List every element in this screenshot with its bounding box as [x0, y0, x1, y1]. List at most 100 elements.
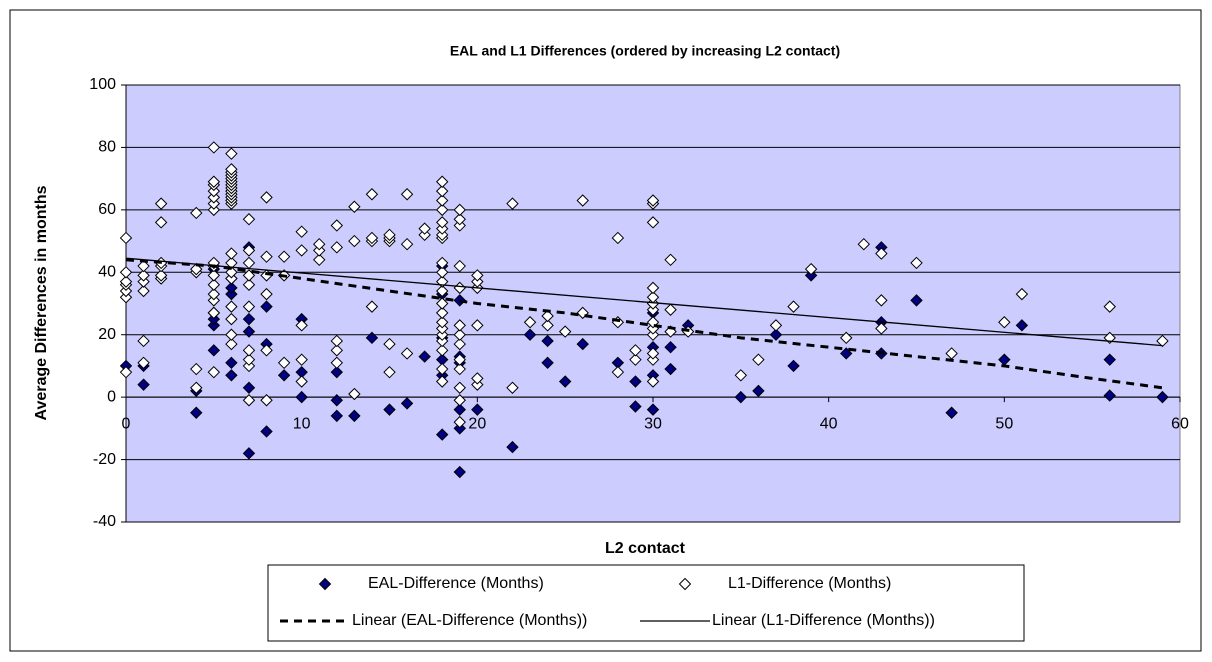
point — [611, 365, 625, 379]
point — [945, 406, 958, 419]
point — [1103, 353, 1116, 366]
point — [313, 244, 326, 257]
chart-title: EAL and L1 Differences (ordered by incre… — [450, 43, 840, 59]
point — [576, 194, 589, 207]
point — [154, 216, 168, 229]
y-tick-label: 100 — [89, 76, 116, 93]
point — [875, 322, 888, 335]
point — [365, 300, 379, 313]
point — [910, 294, 923, 307]
point — [295, 319, 308, 332]
point — [225, 337, 238, 351]
point — [646, 328, 660, 341]
y-tick-label: -20 — [93, 451, 116, 468]
point — [277, 356, 291, 370]
point — [295, 225, 308, 238]
point — [435, 316, 449, 329]
point — [119, 275, 133, 288]
point — [295, 353, 308, 366]
point — [190, 262, 203, 276]
point — [207, 175, 221, 188]
point — [207, 197, 221, 210]
point — [154, 197, 168, 210]
point — [910, 256, 923, 270]
point — [119, 365, 133, 379]
point — [787, 359, 800, 373]
point — [242, 244, 256, 257]
point — [558, 375, 572, 388]
point — [471, 372, 484, 385]
point — [242, 353, 256, 366]
point — [418, 228, 431, 242]
point — [400, 347, 414, 360]
y-axis-label: Average Differences in months — [33, 185, 50, 420]
point — [453, 415, 466, 429]
point — [646, 347, 660, 360]
point — [435, 306, 449, 320]
point — [1015, 287, 1029, 301]
point — [453, 213, 466, 226]
point — [1156, 390, 1169, 404]
point — [453, 362, 466, 376]
point — [225, 281, 238, 295]
point — [295, 390, 308, 404]
point — [769, 319, 783, 332]
point — [804, 262, 818, 276]
point — [225, 247, 238, 260]
point — [137, 275, 150, 288]
point — [260, 344, 273, 357]
y-tick-label: 60 — [98, 201, 116, 218]
x-tick-label: 50 — [995, 415, 1013, 432]
point — [137, 334, 150, 348]
point — [400, 188, 414, 201]
point — [137, 284, 150, 298]
point — [453, 337, 466, 351]
point — [435, 297, 449, 310]
point — [646, 303, 660, 316]
point — [646, 375, 660, 388]
point — [330, 409, 344, 423]
point — [453, 328, 466, 341]
point — [998, 316, 1011, 329]
point — [523, 316, 537, 329]
point — [435, 266, 449, 279]
point — [295, 244, 308, 257]
point — [787, 300, 800, 313]
point — [1103, 331, 1116, 345]
legend-label: Linear (L1-Difference (Months)) — [712, 612, 935, 629]
point — [629, 353, 642, 366]
point — [576, 337, 589, 351]
point — [207, 312, 221, 326]
point — [453, 353, 466, 366]
point — [418, 350, 431, 363]
point — [664, 340, 677, 354]
point — [1103, 389, 1116, 402]
point — [734, 369, 748, 382]
point — [137, 356, 150, 370]
point — [435, 222, 449, 235]
point — [225, 369, 238, 382]
point — [119, 231, 133, 245]
point — [225, 163, 238, 176]
point — [453, 381, 466, 394]
point — [207, 319, 221, 332]
point — [471, 403, 484, 416]
point — [225, 147, 238, 160]
point — [435, 216, 449, 229]
point — [453, 394, 466, 407]
x-tick-label: 30 — [644, 415, 662, 432]
point — [1156, 334, 1169, 348]
point — [875, 247, 888, 260]
point — [435, 228, 449, 242]
point — [154, 269, 168, 282]
point — [471, 319, 484, 332]
legend-marker — [318, 577, 332, 591]
point — [207, 184, 221, 198]
point — [260, 287, 273, 301]
point — [295, 375, 308, 388]
point — [190, 381, 203, 394]
point — [435, 362, 449, 376]
point — [242, 394, 256, 407]
point — [646, 281, 660, 295]
legend — [267, 564, 1025, 642]
